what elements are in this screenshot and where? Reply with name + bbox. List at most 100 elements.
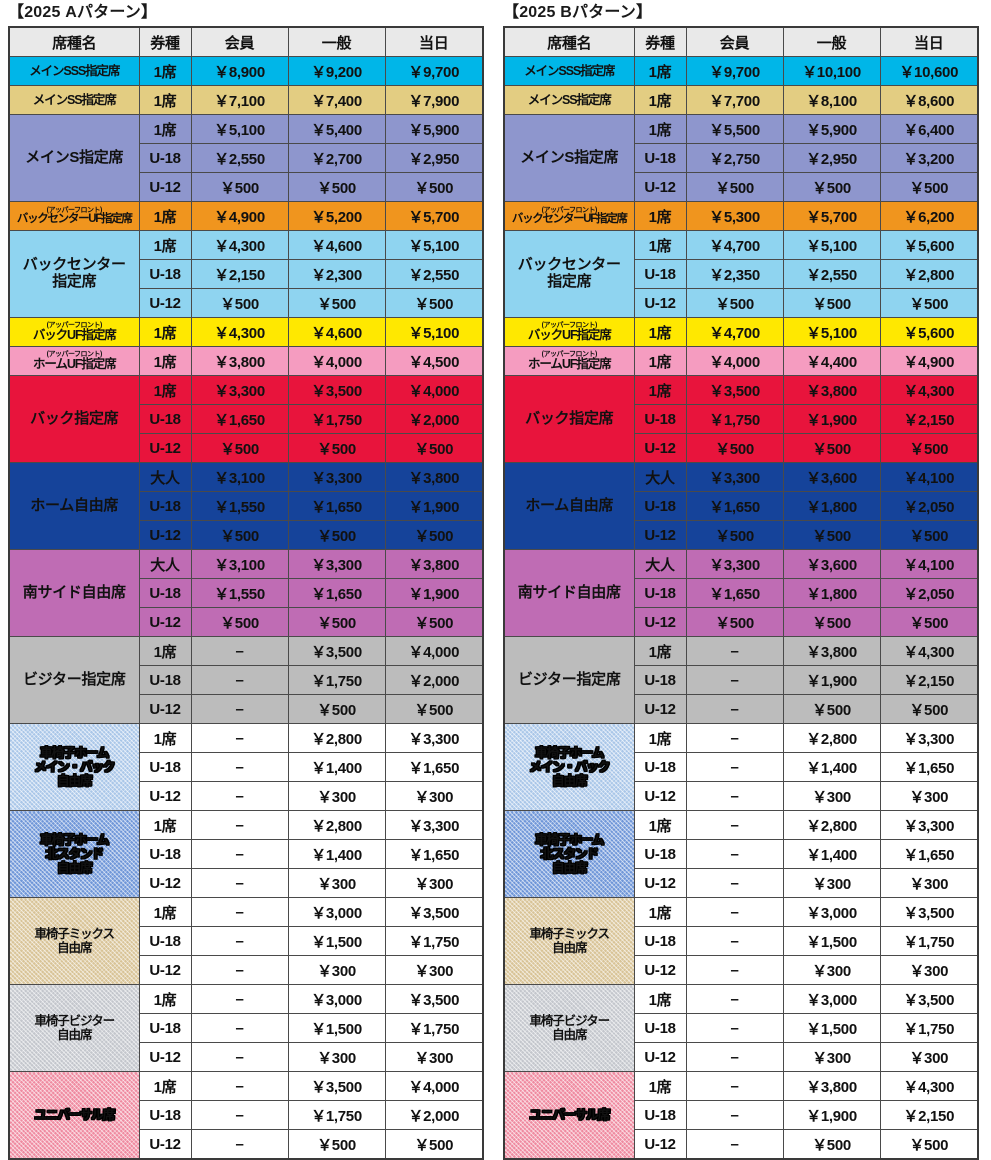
price-general-cell: ￥1,400	[782, 839, 881, 869]
price-member-cell: ￥5,100	[190, 114, 289, 144]
seat-type-name: 車椅子ホーム 北スタンド 自由席	[503, 810, 635, 898]
ruby-annotation: (アッパーフロント)	[46, 322, 103, 329]
ticket-type-cell: U-12	[138, 781, 192, 811]
price-general-cell: ￥2,550	[782, 259, 881, 289]
table-row: バック指定席 1席 ￥3,300 ￥3,500 ￥4,000	[8, 375, 484, 463]
table-row: ビジター指定席 1席 – ￥3,500 ￥4,000	[8, 636, 484, 724]
price-sameday-cell: ￥4,300	[879, 636, 979, 666]
table-row: 車椅子ミックス 自由席 1席 – ￥3,000 ￥3,500	[8, 897, 484, 985]
price-general-cell: ￥500	[782, 520, 881, 550]
ticket-type-cell: 大人	[633, 549, 687, 579]
ticket-type-cell: U-18	[138, 926, 192, 956]
price-sameday-cell: ￥500	[384, 607, 484, 637]
price-member-cell: –	[685, 868, 784, 898]
price-sameday-cell: ￥2,950	[384, 143, 484, 173]
pattern-b-title: 【2025 Bパターン】	[503, 4, 653, 21]
price-sameday-cell: ￥4,300	[879, 375, 979, 405]
table-row: 車椅子ホーム メイン・バック 自由席 1席 – ￥2,800 ￥3,300	[503, 723, 979, 811]
price-member-cell: –	[190, 1100, 289, 1130]
price-sameday-cell: ￥4,000	[384, 1071, 484, 1101]
price-general-cell: ￥500	[287, 1129, 386, 1160]
seat-name-line: 指定席	[52, 273, 97, 290]
price-sameday-cell: ￥500	[384, 1129, 484, 1160]
seat-name-line: ビジター指定席	[22, 670, 126, 688]
table-row: (アッパーフロント) ホームUF指定席 1席 ￥3,800 ￥4,000 ￥4,500	[8, 346, 484, 376]
table-row: U-12 ￥500 ￥500 ￥500	[9, 433, 484, 463]
seat-name-line: 車椅子ホーム	[40, 833, 109, 847]
price-sameday-cell: ￥4,300	[879, 1071, 979, 1101]
ticket-type-cell: U-18	[633, 143, 687, 173]
table-row: 車椅子ホーム 北スタンド 自由席 1席 – ￥2,800 ￥3,300	[503, 810, 979, 898]
price-general-cell: ￥500	[287, 172, 386, 202]
price-general-cell: ￥5,400	[287, 114, 386, 144]
seat-name-line: バックセンターUF指定席	[16, 212, 133, 225]
price-member-cell: –	[190, 839, 289, 869]
seat-type-name: (アッパーフロント) バックセンターUF指定席	[503, 201, 635, 231]
ticket-type-cell: 1席	[138, 375, 192, 405]
table-row: 車椅子ホーム メイン・バック 自由席 1席 – ￥2,800 ￥3,300	[8, 723, 484, 811]
price-general-cell: ￥300	[287, 781, 386, 811]
seat-type-name: バック指定席	[8, 375, 140, 463]
price-sameday-cell: ￥500	[879, 433, 979, 463]
price-general-cell: ￥1,750	[287, 665, 386, 695]
price-general-cell: ￥2,300	[287, 259, 386, 289]
ticket-type-cell: 1席	[138, 317, 192, 347]
price-general-cell: ￥4,000	[287, 346, 386, 376]
price-sameday-cell: ￥2,550	[384, 259, 484, 289]
price-member-cell: ￥7,700	[685, 85, 784, 115]
col-header-type: 券種	[633, 26, 687, 57]
ticket-type-cell: U-12	[138, 288, 192, 318]
price-general-cell: ￥4,400	[782, 346, 881, 376]
price-member-cell: ￥2,350	[685, 259, 784, 289]
price-general-cell: ￥2,800	[782, 723, 881, 753]
table-row: U-12– ￥300 ￥300	[504, 955, 979, 985]
price-member-cell: –	[685, 810, 784, 840]
ticket-type-cell: U-18	[138, 259, 192, 289]
seat-name-line: 自由席	[57, 1028, 92, 1042]
price-member-cell: –	[685, 926, 784, 956]
ticket-type-cell: U-18	[138, 143, 192, 173]
seat-name-line: バックセンターUF指定席	[511, 212, 628, 225]
price-member-cell: –	[190, 868, 289, 898]
price-general-cell: ￥300	[287, 868, 386, 898]
price-sameday-cell: ￥2,000	[384, 1100, 484, 1130]
price-sameday-cell: ￥300	[384, 1042, 484, 1072]
price-sameday-cell: ￥6,200	[879, 201, 979, 231]
price-member-cell: –	[685, 1100, 784, 1130]
ticket-type-cell: U-18	[633, 839, 687, 869]
price-member-cell: ￥9,700	[685, 56, 784, 86]
price-general-cell: ￥500	[287, 607, 386, 637]
price-member-cell: ￥5,300	[685, 201, 784, 231]
seat-name-line: バックセンター	[517, 256, 621, 274]
ticket-type-cell: 1席	[633, 636, 687, 666]
price-member-cell: ￥4,700	[685, 317, 784, 347]
ticket-type-cell: U-12	[138, 955, 192, 985]
ticket-type-cell: U-12	[633, 607, 687, 637]
col-header-member: 会員	[685, 26, 784, 57]
ticket-type-cell: U-12	[633, 955, 687, 985]
ticket-type-cell: U-18	[138, 752, 192, 782]
price-general-cell: ￥300	[782, 868, 881, 898]
seat-type-name: (アッパーフロント) バックセンターUF指定席	[8, 201, 140, 231]
ticket-type-cell: 大人	[138, 549, 192, 579]
ticket-type-cell: U-12	[138, 694, 192, 724]
ticket-type-cell: U-12	[138, 868, 192, 898]
seat-name-line: バックUF指定席	[527, 328, 612, 342]
price-sameday-cell: ￥3,200	[879, 143, 979, 173]
price-general-cell: ￥1,800	[782, 491, 881, 521]
price-sameday-cell: ￥1,650	[384, 839, 484, 869]
price-member-cell: –	[685, 984, 784, 1014]
seat-name-line: バックセンター	[22, 256, 126, 274]
price-general-cell: ￥1,900	[782, 665, 881, 695]
seat-name-line: 指定席	[547, 273, 592, 290]
price-general-cell: ￥500	[287, 520, 386, 550]
price-sameday-cell: ￥300	[384, 781, 484, 811]
seat-type-name: ビジター指定席	[503, 636, 635, 724]
price-member-cell: ￥500	[190, 520, 289, 550]
table-row: 車椅子ミックス 自由席 1席 – ￥3,000 ￥3,500	[503, 897, 979, 985]
ticket-type-cell: U-18	[633, 578, 687, 608]
ticket-type-cell: 1席	[138, 636, 192, 666]
price-member-cell: –	[190, 897, 289, 927]
table-row: U-18– ￥1,900 ￥2,150	[504, 665, 979, 695]
seat-name-line: メインSSS指定席	[524, 64, 615, 78]
